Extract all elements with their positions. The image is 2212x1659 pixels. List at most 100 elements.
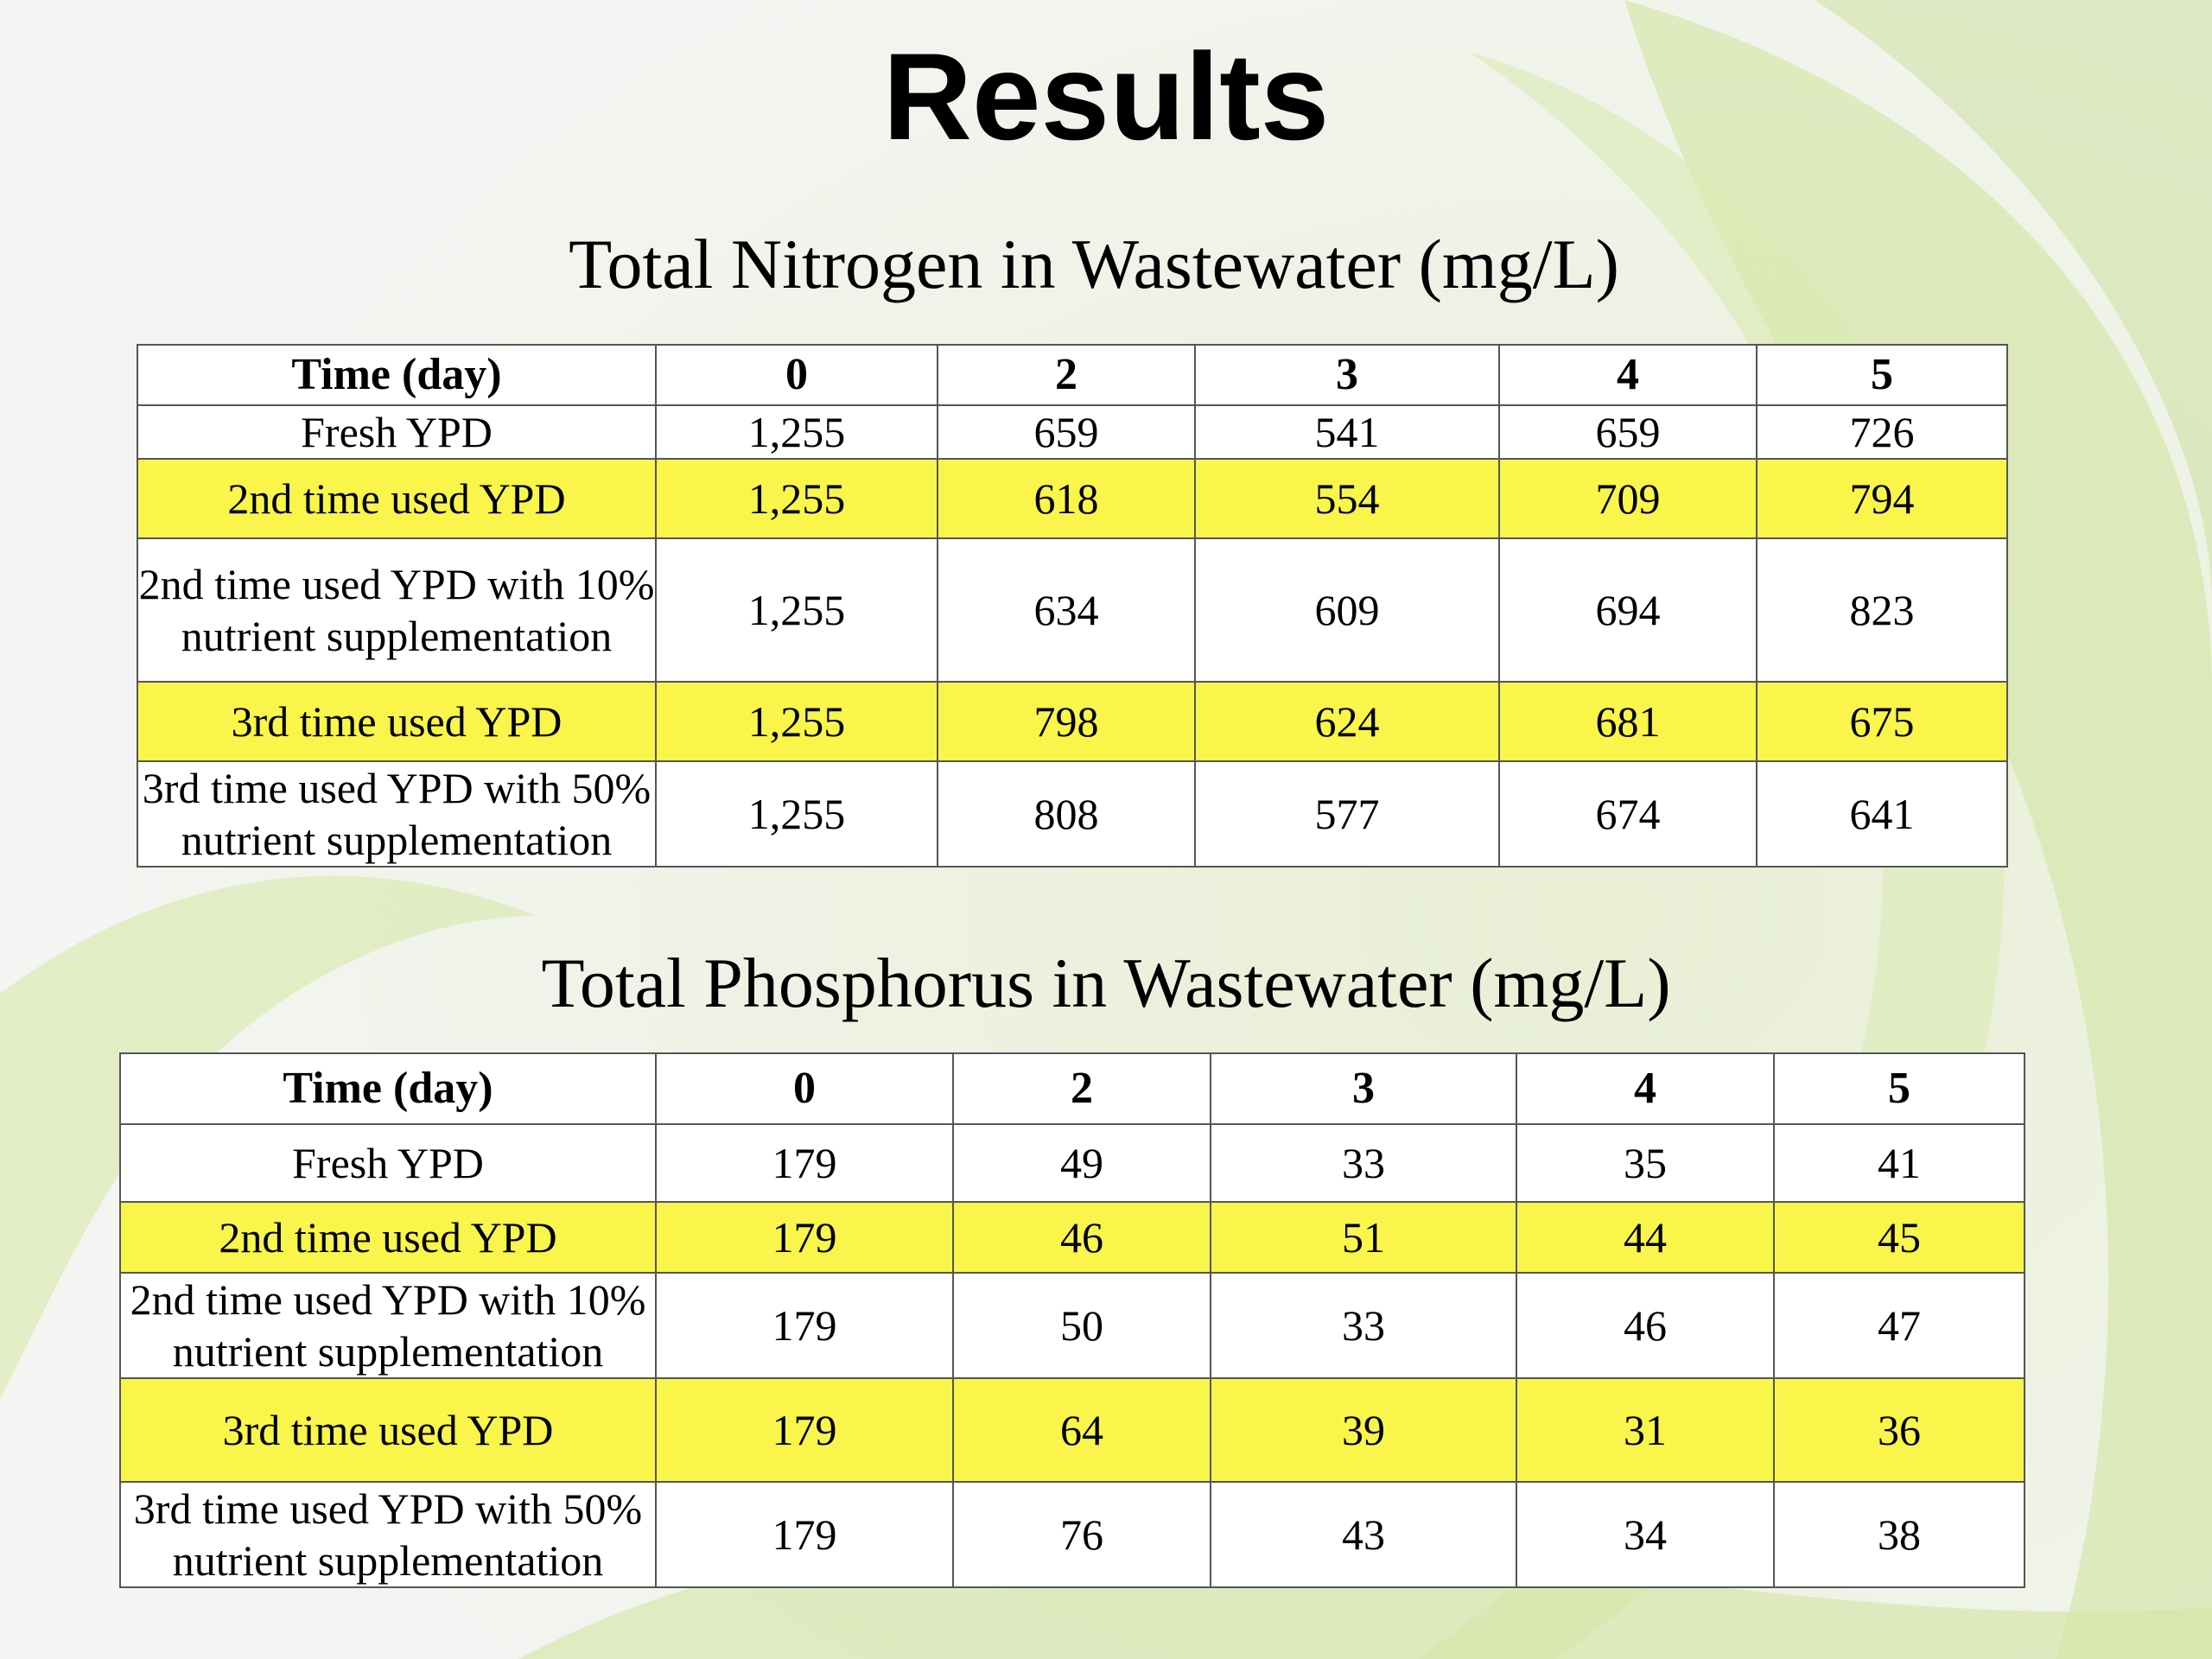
table-cell: 45: [1773, 1201, 2025, 1274]
table-cell: 659: [937, 404, 1196, 460]
table-cell: 31: [1516, 1377, 1775, 1483]
table-cell: 709: [1498, 458, 1758, 539]
table-row: 3rd time used YPD 179 64 39 31 36: [119, 1377, 2025, 1483]
table-cell: 1,255: [655, 681, 938, 762]
row-label: Fresh YPD: [137, 404, 657, 460]
table-cell: 641: [1756, 760, 2008, 868]
table-cell: 659: [1498, 404, 1758, 460]
table-cell: 634: [937, 537, 1196, 683]
header-day-2: 2: [937, 344, 1196, 406]
row-label-line: 3rd time used YPD: [222, 1406, 554, 1454]
table-cell: 47: [1773, 1272, 2025, 1379]
row-label-line: Fresh YPD: [301, 408, 493, 456]
row-label-line: nutrient supplementation: [181, 816, 613, 864]
row-label: 3rd time used YPD with 50% nutrient suppl…: [137, 760, 657, 868]
row-label-line: 3rd time used YPD with 50%: [133, 1484, 643, 1533]
header-day-3: 3: [1194, 344, 1500, 406]
table-cell: 624: [1194, 681, 1500, 762]
row-label-line: nutrient supplementation: [172, 1536, 604, 1585]
table-cell: 1,255: [655, 537, 938, 683]
table-cell: 76: [952, 1481, 1211, 1588]
nitrogen-table-caption: Total Nitrogen in Wastewater (mg/L): [569, 225, 1619, 303]
table-cell: 179: [655, 1481, 954, 1588]
header-day-5: 5: [1756, 344, 2008, 406]
table-cell: 618: [937, 458, 1196, 539]
table-row: 2nd time used YPD 1,255 618 554 709 794: [137, 458, 2008, 539]
table-row: 2nd time used YPD with 10% nutrient suppl…: [119, 1272, 2025, 1379]
swoosh-arc-left: [0, 875, 536, 1400]
table-cell: 674: [1498, 760, 1758, 868]
table-cell: 179: [655, 1123, 954, 1203]
table-cell: 541: [1194, 404, 1500, 460]
table-cell: 798: [937, 681, 1196, 762]
table-cell: 681: [1498, 681, 1758, 762]
table-cell: 33: [1210, 1123, 1517, 1203]
header-time-day: Time (day): [119, 1052, 657, 1125]
table-cell: 39: [1210, 1377, 1517, 1483]
table-row: 2nd time used YPD 179 46 51 44 45: [119, 1201, 2025, 1274]
table-cell: 46: [1516, 1272, 1775, 1379]
table-row: 3rd time used YPD with 50% nutrient suppl…: [137, 760, 2008, 868]
row-label-line: 2nd time used YPD: [227, 474, 566, 523]
table-cell: 675: [1756, 681, 2008, 762]
table-cell: 34: [1516, 1481, 1775, 1588]
header-day-4: 4: [1498, 344, 1758, 406]
table-header-row: Time (day) 0 2 3 4 5: [137, 344, 2008, 406]
table-cell: 179: [655, 1377, 954, 1483]
table-cell: 44: [1516, 1201, 1775, 1274]
table-cell: 794: [1756, 458, 2008, 539]
table-cell: 694: [1498, 537, 1758, 683]
row-label-line: 2nd time used YPD with 10%: [130, 1275, 646, 1324]
table-cell: 36: [1773, 1377, 2025, 1483]
table-cell: 726: [1756, 404, 2008, 460]
table-cell: 46: [952, 1201, 1211, 1274]
phosphorus-table-caption: Total Phosphorus in Wastewater (mg/L): [541, 944, 1671, 1022]
phosphorus-table: Time (day) 0 2 3 4 5 Fresh YPD 179 49 33…: [119, 1052, 2025, 1588]
row-label: 2nd time used YPD: [137, 458, 657, 539]
row-label-line: Fresh YPD: [292, 1139, 484, 1187]
table-cell: 43: [1210, 1481, 1517, 1588]
table-cell: 49: [952, 1123, 1211, 1203]
row-label: 3rd time used YPD with 50% nutrient suppl…: [119, 1481, 657, 1588]
table-header-row: Time (day) 0 2 3 4 5: [119, 1052, 2025, 1125]
table-cell: 1,255: [655, 404, 938, 460]
table-cell: 33: [1210, 1272, 1517, 1379]
table-cell: 1,255: [655, 760, 938, 868]
header-time-day: Time (day): [137, 344, 657, 406]
table-cell: 577: [1194, 760, 1500, 868]
header-day-3: 3: [1210, 1052, 1517, 1125]
table-row: Fresh YPD 1,255 659 541 659 726: [137, 404, 2008, 460]
slide-title: Results: [882, 29, 1330, 166]
table-cell: 41: [1773, 1123, 2025, 1203]
table-cell: 808: [937, 760, 1196, 868]
swoosh-arc-right: [1624, 0, 2212, 1659]
header-day-4: 4: [1516, 1052, 1775, 1125]
swoosh-top-curve: [1815, 0, 2212, 605]
table-cell: 609: [1194, 537, 1500, 683]
table-cell: 179: [655, 1272, 954, 1379]
table-cell: 50: [952, 1272, 1211, 1379]
table-cell: 823: [1756, 537, 2008, 683]
row-label: 2nd time used YPD with 10% nutrient suppl…: [137, 537, 657, 683]
row-label-line: 2nd time used YPD with 10%: [138, 560, 655, 608]
row-label-line: nutrient supplementation: [172, 1327, 604, 1376]
header-day-5: 5: [1773, 1052, 2025, 1125]
table-cell: 64: [952, 1377, 1211, 1483]
table-cell: 1,255: [655, 458, 938, 539]
table-row: Fresh YPD 179 49 33 35 41: [119, 1123, 2025, 1203]
row-label-line: nutrient supplementation: [181, 612, 613, 660]
table-row: 3rd time used YPD with 50% nutrient suppl…: [119, 1481, 2025, 1588]
table-cell: 38: [1773, 1481, 2025, 1588]
table-cell: 35: [1516, 1123, 1775, 1203]
header-day-2: 2: [952, 1052, 1211, 1125]
table-row: 3rd time used YPD 1,255 798 624 681 675: [137, 681, 2008, 762]
row-label: 2nd time used YPD with 10% nutrient suppl…: [119, 1272, 657, 1379]
row-label: 2nd time used YPD: [119, 1201, 657, 1274]
row-label: 3rd time used YPD: [137, 681, 657, 762]
row-label-line: 3rd time used YPD: [231, 697, 563, 746]
header-day-0: 0: [655, 1052, 954, 1125]
table-cell: 179: [655, 1201, 954, 1274]
row-label: Fresh YPD: [119, 1123, 657, 1203]
table-row: 2nd time used YPD with 10% nutrient suppl…: [137, 537, 2008, 683]
row-label-line: 2nd time used YPD: [219, 1213, 557, 1262]
